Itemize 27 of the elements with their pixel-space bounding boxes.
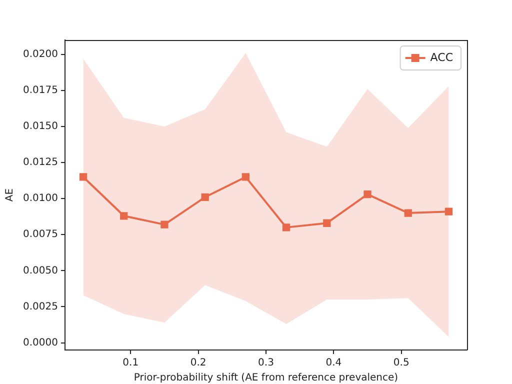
y-tick-label: 0.0175 [22,85,58,96]
y-axis-title: AE [4,188,16,202]
point [160,220,168,228]
x-tick-label: 0.3 [258,358,274,369]
point [120,212,128,220]
point [404,209,412,217]
point [323,219,331,227]
x-tick-label: 0.4 [326,358,342,369]
y-tick-label: 0.0200 [22,49,58,60]
x-tick-label: 0.2 [190,358,206,369]
x-tick-label: 0.5 [393,358,410,369]
legend-label: ACC [430,50,454,64]
point [79,173,88,181]
y-tick-label: 0.0100 [22,193,58,204]
point [201,193,209,201]
y-tick-label: 0.0025 [22,301,58,312]
point [364,190,372,198]
point [444,208,453,216]
y-tick-label: 0.0150 [22,121,58,132]
y-tick-label: 0.0075 [22,229,58,240]
x-tick-label: 0.1 [122,358,139,369]
y-tick-label: 0.0125 [22,157,58,168]
x-axis-title: Prior-probability shift (AE from reference prevalence) [134,372,398,384]
y-tick-label: 0.0050 [22,265,58,276]
point [282,224,290,232]
y-tick-label: 0.0000 [22,337,58,348]
point [242,173,250,181]
